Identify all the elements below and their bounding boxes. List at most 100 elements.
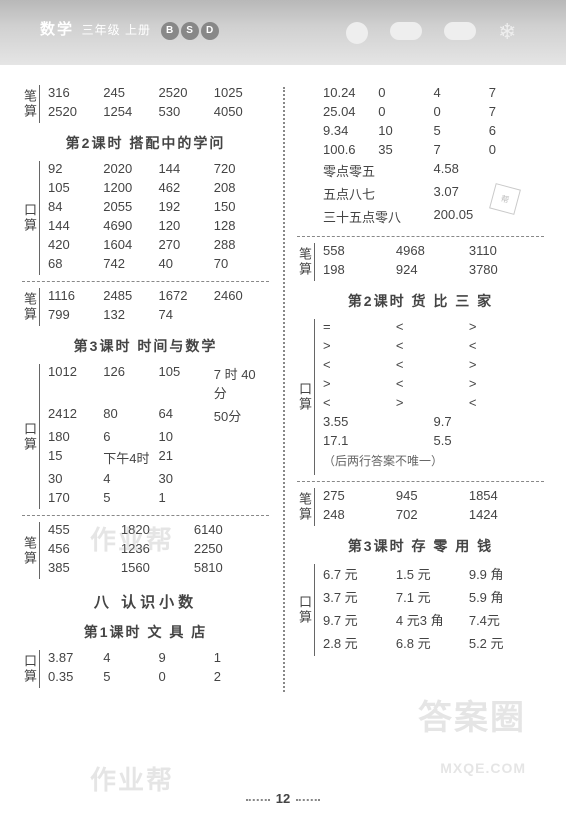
data-row: 9.7 元4 元3 角7.4元 xyxy=(323,610,544,629)
data-cell: 5.9 角 xyxy=(469,587,542,606)
grid: 55849683110 1989243780 xyxy=(315,243,544,281)
data-row: 55849683110 xyxy=(323,243,544,258)
data-row: =<> xyxy=(323,319,544,334)
data-cell: < xyxy=(323,395,396,410)
data-cell: 1 xyxy=(214,650,269,665)
grid: 455182061404561236225038515605810 xyxy=(40,522,269,579)
data-cell: 702 xyxy=(396,507,469,522)
data-cell: < xyxy=(396,357,469,372)
data-cell: 4 xyxy=(434,85,489,100)
data-cell: 2250 xyxy=(194,541,267,556)
data-cell: 9.7 元 xyxy=(323,610,396,629)
data-cell: 170 xyxy=(48,490,103,505)
data-cell: 2485 xyxy=(103,288,158,303)
data-cell: 40 xyxy=(159,256,214,271)
data-cell: 7 xyxy=(489,104,544,119)
data-cell xyxy=(214,429,269,444)
header-title: 数学 xyxy=(40,21,74,38)
data-row: 842055192150 xyxy=(48,199,269,214)
data-cell: > xyxy=(469,376,542,391)
block-bisuan2: 笔算 111624851672246079913274 xyxy=(22,288,269,326)
data-cell: 248 xyxy=(323,507,396,522)
data-cell: 120 xyxy=(159,218,214,233)
data-cell: 9.34 xyxy=(323,123,378,138)
data-cell: 1.5 元 xyxy=(396,564,469,583)
data-row: 252012545304050 xyxy=(48,104,269,119)
cloud-icon xyxy=(390,22,422,40)
data-cell: 2520 xyxy=(48,104,103,119)
section-title: 第2课时 搭配中的学问 xyxy=(22,133,269,153)
data-cell xyxy=(214,448,269,467)
data-cell: 3.87 xyxy=(48,650,103,665)
data-cell: 799 xyxy=(48,307,103,322)
data-cell: 30 xyxy=(159,471,214,486)
data-cell: 9 xyxy=(159,650,214,665)
data-cell: 7 xyxy=(489,85,544,100)
data-cell xyxy=(214,490,269,505)
data-cell: 五点八七 xyxy=(323,184,434,203)
data-cell: 198 xyxy=(323,262,396,277)
data-row: 9.341056 xyxy=(323,123,544,138)
data-row: 3.559.7 xyxy=(323,414,544,429)
grid: 27594518542487021424 xyxy=(315,488,544,526)
data-cell: 126 xyxy=(103,364,158,402)
data-row: 45518206140 xyxy=(48,522,269,537)
data-cell: 0 xyxy=(378,85,433,100)
data-cell: 4050 xyxy=(214,104,269,119)
data-row: 31624525201025 xyxy=(48,85,269,100)
label-kousuan: 口算 xyxy=(22,364,40,509)
watermark-answer: 答案圈 xyxy=(418,690,526,739)
column-divider xyxy=(283,87,285,692)
left-column: 笔算 31624525201025 252012545304050 第2课时 搭配… xyxy=(22,85,283,692)
data-row: 0.35502 xyxy=(48,669,269,684)
badge-s: S xyxy=(181,22,199,40)
grid: 111624851672246079913274 xyxy=(40,288,269,326)
unit-title: 八 认识小数 xyxy=(22,591,269,612)
data-row: 1989243780 xyxy=(323,262,544,277)
data-row: 100.63570 xyxy=(323,142,544,157)
data-row: 922020144720 xyxy=(48,161,269,176)
data-cell: 1424 xyxy=(469,507,542,522)
data-row: 4201604270288 xyxy=(48,237,269,252)
data-cell: 6 xyxy=(489,123,544,138)
data-row: 10.24047 xyxy=(323,85,544,100)
data-cell: 零点零五 xyxy=(323,161,434,180)
data-cell: 3780 xyxy=(469,262,542,277)
data-row: 17.15.5 xyxy=(323,433,544,448)
data-cell: 720 xyxy=(214,161,269,176)
data-cell: 128 xyxy=(214,218,269,233)
data-cell: < xyxy=(323,357,396,372)
data-cell: 三十五点零八 xyxy=(323,207,434,226)
data-cell: 420 xyxy=(48,237,103,252)
data-cell: < xyxy=(396,319,469,334)
data-cell: 64 xyxy=(159,406,214,425)
data-row: <>< xyxy=(323,395,544,410)
data-row: 2412806450分 xyxy=(48,406,269,425)
badge-group: B S D xyxy=(161,22,219,40)
data-row: 687424070 xyxy=(48,256,269,271)
data-cell: 5.5 xyxy=(434,433,545,448)
data-cell: 6 xyxy=(103,429,158,444)
grid: 10121261057 时 40 分2412806450分18061015下午4… xyxy=(40,364,269,509)
data-cell: 9.9 角 xyxy=(469,564,542,583)
data-cell: 80 xyxy=(103,406,158,425)
label-bisuan: 笔算 xyxy=(22,85,40,123)
data-cell: 4.58 xyxy=(434,161,545,180)
data-cell: 144 xyxy=(159,161,214,176)
data-cell: 68 xyxy=(48,256,103,271)
data-cell: 1560 xyxy=(121,560,194,575)
data-row: 10121261057 时 40 分 xyxy=(48,364,269,402)
data-row: ><< xyxy=(323,338,544,353)
page-header: 数学 三年级 上册 B S D ❄ xyxy=(0,0,566,65)
watermark-url: MXQE.COM xyxy=(440,760,526,776)
data-cell: 2520 xyxy=(159,85,214,100)
badge-b: B xyxy=(161,22,179,40)
data-cell: 2055 xyxy=(103,199,158,214)
data-row: 180610 xyxy=(48,429,269,444)
data-cell: 924 xyxy=(396,262,469,277)
data-cell: 2460 xyxy=(214,288,269,303)
data-cell: 74 xyxy=(159,307,214,322)
page-number: 12 xyxy=(240,791,326,806)
data-cell: 275 xyxy=(323,488,396,503)
dash-separator xyxy=(297,236,544,237)
